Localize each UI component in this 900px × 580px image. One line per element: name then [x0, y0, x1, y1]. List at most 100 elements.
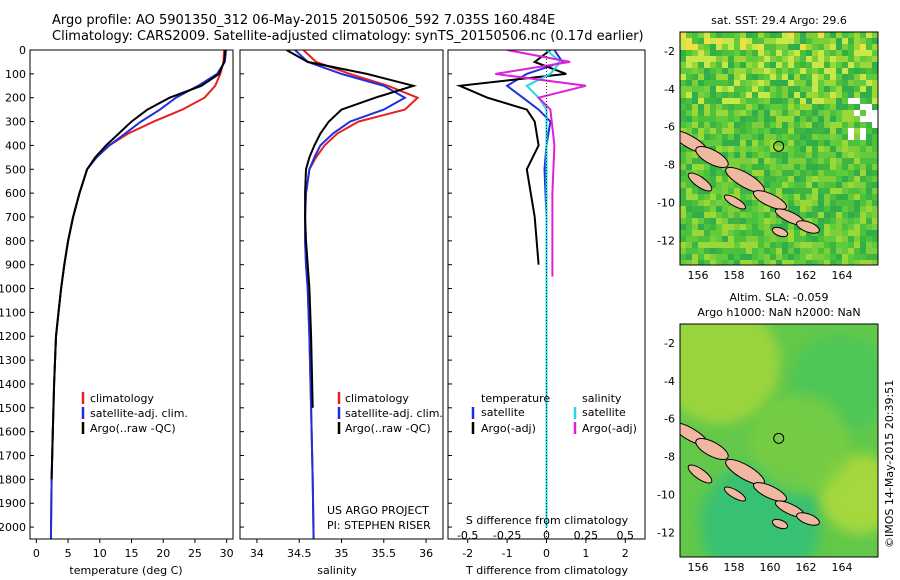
lon-tick-label: 156: [688, 269, 709, 282]
sst-cell: [686, 44, 692, 50]
sst-cell: [734, 38, 740, 44]
x-tick-label: 35.5: [372, 547, 397, 560]
sst-cell: [680, 92, 686, 98]
sst-cell: [740, 164, 746, 170]
sst-cell: [830, 74, 836, 80]
x-tick-label: 30: [220, 547, 234, 560]
sst-cell: [722, 146, 728, 152]
sst-cell: [824, 146, 830, 152]
top-x-tick-label: 0.5: [617, 529, 635, 542]
sst-cell: [752, 110, 758, 116]
sst-cell: [794, 206, 800, 212]
sst-cell: [758, 32, 764, 38]
sst-cell: [686, 260, 692, 265]
sst-cell: [764, 140, 770, 146]
sst-cell: [818, 176, 824, 182]
sst-cell: [764, 170, 770, 176]
sst-cell: [806, 116, 812, 122]
sst-cell: [686, 86, 692, 92]
sst-cell: [776, 116, 782, 122]
sst-cell: [830, 86, 836, 92]
sst-cell: [770, 38, 776, 44]
sst-cell: [776, 44, 782, 50]
sst-cell: [836, 230, 842, 236]
sst-cell: [860, 74, 866, 80]
sst-cell: [692, 260, 698, 265]
sst-cell: [680, 32, 686, 38]
sst-cell: [740, 62, 746, 68]
sst-cell: [812, 200, 818, 206]
sst-cell: [764, 158, 770, 164]
sst-cell: [734, 224, 740, 230]
sst-cell: [716, 248, 722, 254]
sst-cell: [680, 98, 686, 104]
depth-tick-label: 1200: [0, 330, 26, 343]
sst-cell: [848, 122, 854, 128]
sst-cell: [848, 230, 854, 236]
sst-cell: [824, 92, 830, 98]
sst-cell: [686, 254, 692, 260]
sst-cell: [788, 62, 794, 68]
sst-cell: [818, 110, 824, 116]
sst-cell: [692, 44, 698, 50]
sst-cell: [794, 200, 800, 206]
sst-cell: [860, 254, 866, 260]
sst-cell: [710, 206, 716, 212]
sla-map-title-line2: Argo h1000: NaN h2000: NaN: [697, 306, 860, 319]
sst-cell: [806, 74, 812, 80]
sst-cell: [740, 68, 746, 74]
sst-cell: [860, 158, 866, 164]
sst-cell: [770, 134, 776, 140]
sst-cell: [710, 86, 716, 92]
sst-cell: [686, 122, 692, 128]
top-x-tick-label: -0.5: [457, 529, 478, 542]
sst-cell: [746, 248, 752, 254]
difference-series-salinity-argo-adj-: [495, 50, 587, 277]
sst-cell: [734, 218, 740, 224]
sst-cell: [740, 44, 746, 50]
lat-tick-label: -8: [664, 451, 675, 464]
sst-cell: [692, 170, 698, 176]
island-shape: [687, 464, 713, 484]
sst-cell: [842, 44, 848, 50]
sst-cell: [698, 200, 704, 206]
sst-cell: [740, 194, 746, 200]
sst-cell: [830, 164, 836, 170]
sst-cell: [854, 86, 860, 92]
sst-cell: [752, 242, 758, 248]
sst-cell: [800, 134, 806, 140]
sst-cell: [848, 182, 854, 188]
sst-cell: [728, 74, 734, 80]
sst-cell: [836, 170, 842, 176]
sst-cell: [854, 56, 860, 62]
sst-cell: [782, 116, 788, 122]
sst-cell: [824, 104, 830, 110]
difference-x-axis: -2 -1 0 1 2 -0.5 -0.25 0 0.25 0.5: [457, 529, 634, 560]
sst-cell: [704, 86, 710, 92]
sst-cell: [836, 206, 842, 212]
sst-cell: [782, 182, 788, 188]
sst-cell: [734, 98, 740, 104]
sst-cell: [740, 98, 746, 104]
sst-cell: [686, 164, 692, 170]
sst-cell: [752, 134, 758, 140]
sst-cell: [782, 170, 788, 176]
sst-cell: [752, 122, 758, 128]
sst-cell: [692, 62, 698, 68]
sst-cell: [854, 218, 860, 224]
sst-cell: [722, 68, 728, 74]
sst-cell: [872, 86, 878, 92]
depth-tick-label: 400: [5, 139, 26, 152]
sst-cell: [746, 236, 752, 242]
sst-cell: [830, 188, 836, 194]
sst-cell: [722, 134, 728, 140]
sst-cell: [722, 128, 728, 134]
sla-map-frame: [679, 323, 879, 558]
sst-cell: [794, 170, 800, 176]
sst-cell: [818, 56, 824, 62]
sst-cell: [734, 194, 740, 200]
sst-cell: [866, 248, 872, 254]
sst-cell: [740, 134, 746, 140]
figure-title-line2: Climatology: CARS2009. Satellite-adjuste…: [52, 29, 644, 44]
